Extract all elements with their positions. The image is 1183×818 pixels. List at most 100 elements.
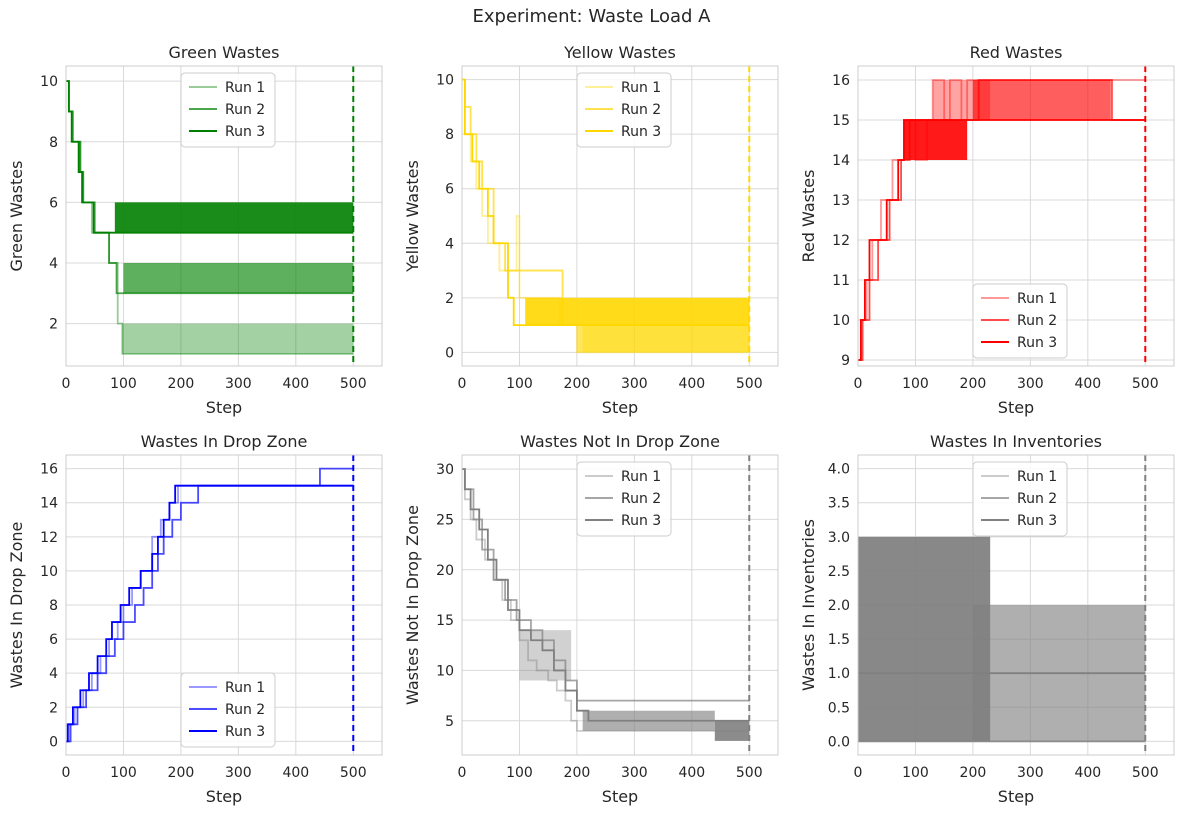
legend-label: Run 3 — [621, 124, 661, 140]
oscillation-band-run-2 — [123, 262, 354, 294]
x-tick-label: 300 — [1017, 765, 1044, 781]
x-tick-label: 500 — [1132, 376, 1159, 392]
series-line-run-1 — [462, 78, 750, 354]
x-tick-label: 200 — [168, 765, 195, 781]
y-tick-label: 2 — [49, 700, 58, 716]
series-line-run-3 — [462, 468, 750, 722]
axes-frame — [461, 454, 779, 756]
x-tick-label: 0 — [854, 376, 863, 392]
plot-area — [462, 455, 751, 755]
series-line-run-3 — [858, 119, 1146, 361]
legend-label: Run 2 — [1017, 491, 1057, 507]
x-tick-label: 100 — [110, 376, 137, 392]
y-tick-label: 0.0 — [828, 734, 850, 750]
legend-label: Run 3 — [1017, 513, 1057, 529]
y-tick-label: 2.0 — [828, 598, 850, 614]
axes-frame — [65, 65, 383, 367]
y-tick-label: 8 — [49, 135, 58, 151]
y-tick-label: 16 — [832, 73, 850, 89]
y-tick-label: 10 — [40, 74, 58, 90]
x-tick-label: 100 — [506, 376, 533, 392]
oscillation-band-run-1 — [122, 323, 354, 354]
x-axis-label: Step — [206, 787, 242, 806]
series-line-run-3 — [66, 484, 354, 743]
y-tick-label: 4.0 — [828, 462, 850, 478]
legend-box — [180, 72, 276, 148]
y-axis-label: Red Wastes — [799, 170, 818, 263]
x-axis-label: Step — [602, 787, 638, 806]
legend: Run 1 Run 2 Run 3 — [576, 72, 672, 148]
y-tick-label: 6 — [445, 182, 454, 198]
x-tick-label: 400 — [678, 376, 705, 392]
legend-label: Run 2 — [1017, 313, 1057, 329]
plot-area — [66, 455, 355, 755]
chart-panel-2: 0 100 200 300 400 500 0 2 4 6 8 10 Yellow Wastes Step… — [403, 43, 779, 417]
series-line-run-2 — [858, 79, 1146, 361]
x-tick-label: 0 — [62, 765, 71, 781]
legend-box — [576, 461, 672, 537]
x-axis-label: Step — [998, 787, 1034, 806]
y-tick-label: 10 — [436, 73, 454, 89]
y-axis-label: Green Wastes — [7, 161, 26, 272]
x-axis-label: Step — [206, 398, 242, 417]
x-tick-label: 400 — [678, 765, 705, 781]
x-tick-label: 400 — [1074, 765, 1101, 781]
x-tick-label: 0 — [854, 765, 863, 781]
legend-label: Run 2 — [621, 491, 661, 507]
y-tick-label: 3.0 — [828, 530, 850, 546]
y-tick-label: 10 — [40, 564, 58, 580]
chart-panel-6: 0 100 200 300 400 500 0.0 0.5 1.0 1.5 2.0 2.5 3.0 3.5… — [799, 432, 1175, 806]
y-tick-label: 14 — [832, 153, 850, 169]
plot-area — [66, 66, 355, 366]
legend-label: Run 3 — [621, 513, 661, 529]
x-tick-label: 300 — [225, 376, 252, 392]
x-tick-label: 500 — [340, 376, 367, 392]
legend-box — [576, 72, 672, 148]
series-line-run-2 — [66, 467, 354, 743]
legend-label: Run 1 — [621, 80, 661, 96]
series-line-run-3 — [462, 78, 750, 326]
y-tick-label: 1.5 — [828, 632, 850, 648]
x-tick-label: 200 — [960, 765, 987, 781]
chart-title: Yellow Wastes — [563, 43, 676, 62]
axes-frame — [857, 454, 1175, 756]
y-tick-label: 12 — [40, 530, 58, 546]
chart-panel-5: 0 100 200 300 400 500 5 10 15 20 25 30 Wastes Not In… — [403, 432, 779, 806]
x-axis-label: Step — [998, 398, 1034, 417]
legend-label: Run 1 — [621, 469, 661, 485]
x-tick-label: 500 — [340, 765, 367, 781]
legend-box — [972, 283, 1068, 359]
y-tick-label: 25 — [436, 512, 454, 528]
x-tick-label: 400 — [1074, 376, 1101, 392]
oscillation-band-run-2 — [972, 80, 1111, 120]
legend: Run 1 Run 2 Run 3 — [972, 283, 1068, 359]
x-tick-label: 500 — [1132, 765, 1159, 781]
y-axis-label: Yellow Wastes — [403, 160, 422, 273]
legend-label: Run 1 — [225, 80, 265, 96]
x-tick-label: 400 — [282, 376, 309, 392]
legend: Run 1 Run 2 Run 3 — [576, 461, 672, 537]
plot-area — [858, 455, 1147, 755]
chart-title: Wastes Not In Drop Zone — [520, 432, 720, 451]
y-tick-label: 10 — [832, 313, 850, 329]
y-tick-label: 14 — [40, 496, 58, 512]
x-tick-label: 0 — [458, 376, 467, 392]
x-axis-label: Step — [602, 398, 638, 417]
y-tick-label: 5 — [445, 714, 454, 730]
plot-area — [858, 66, 1147, 366]
y-tick-label: 4 — [49, 256, 58, 272]
y-tick-label: 4 — [49, 666, 58, 682]
chart-title: Green Wastes — [169, 43, 280, 62]
x-tick-label: 500 — [736, 376, 763, 392]
y-tick-label: 2 — [49, 317, 58, 333]
y-tick-label: 13 — [832, 193, 850, 209]
y-tick-label: 1.0 — [828, 666, 850, 682]
chart-title: Wastes In Drop Zone — [141, 432, 308, 451]
axes-frame — [857, 65, 1175, 367]
chart-panel-4: 0 100 200 300 400 500 0 2 4 6 8 10 12 14 16 Wastes In D… — [7, 432, 383, 806]
y-tick-label: 10 — [436, 663, 454, 679]
plot-area — [462, 66, 751, 366]
y-tick-label: 20 — [436, 563, 454, 579]
y-tick-label: 15 — [832, 113, 850, 129]
